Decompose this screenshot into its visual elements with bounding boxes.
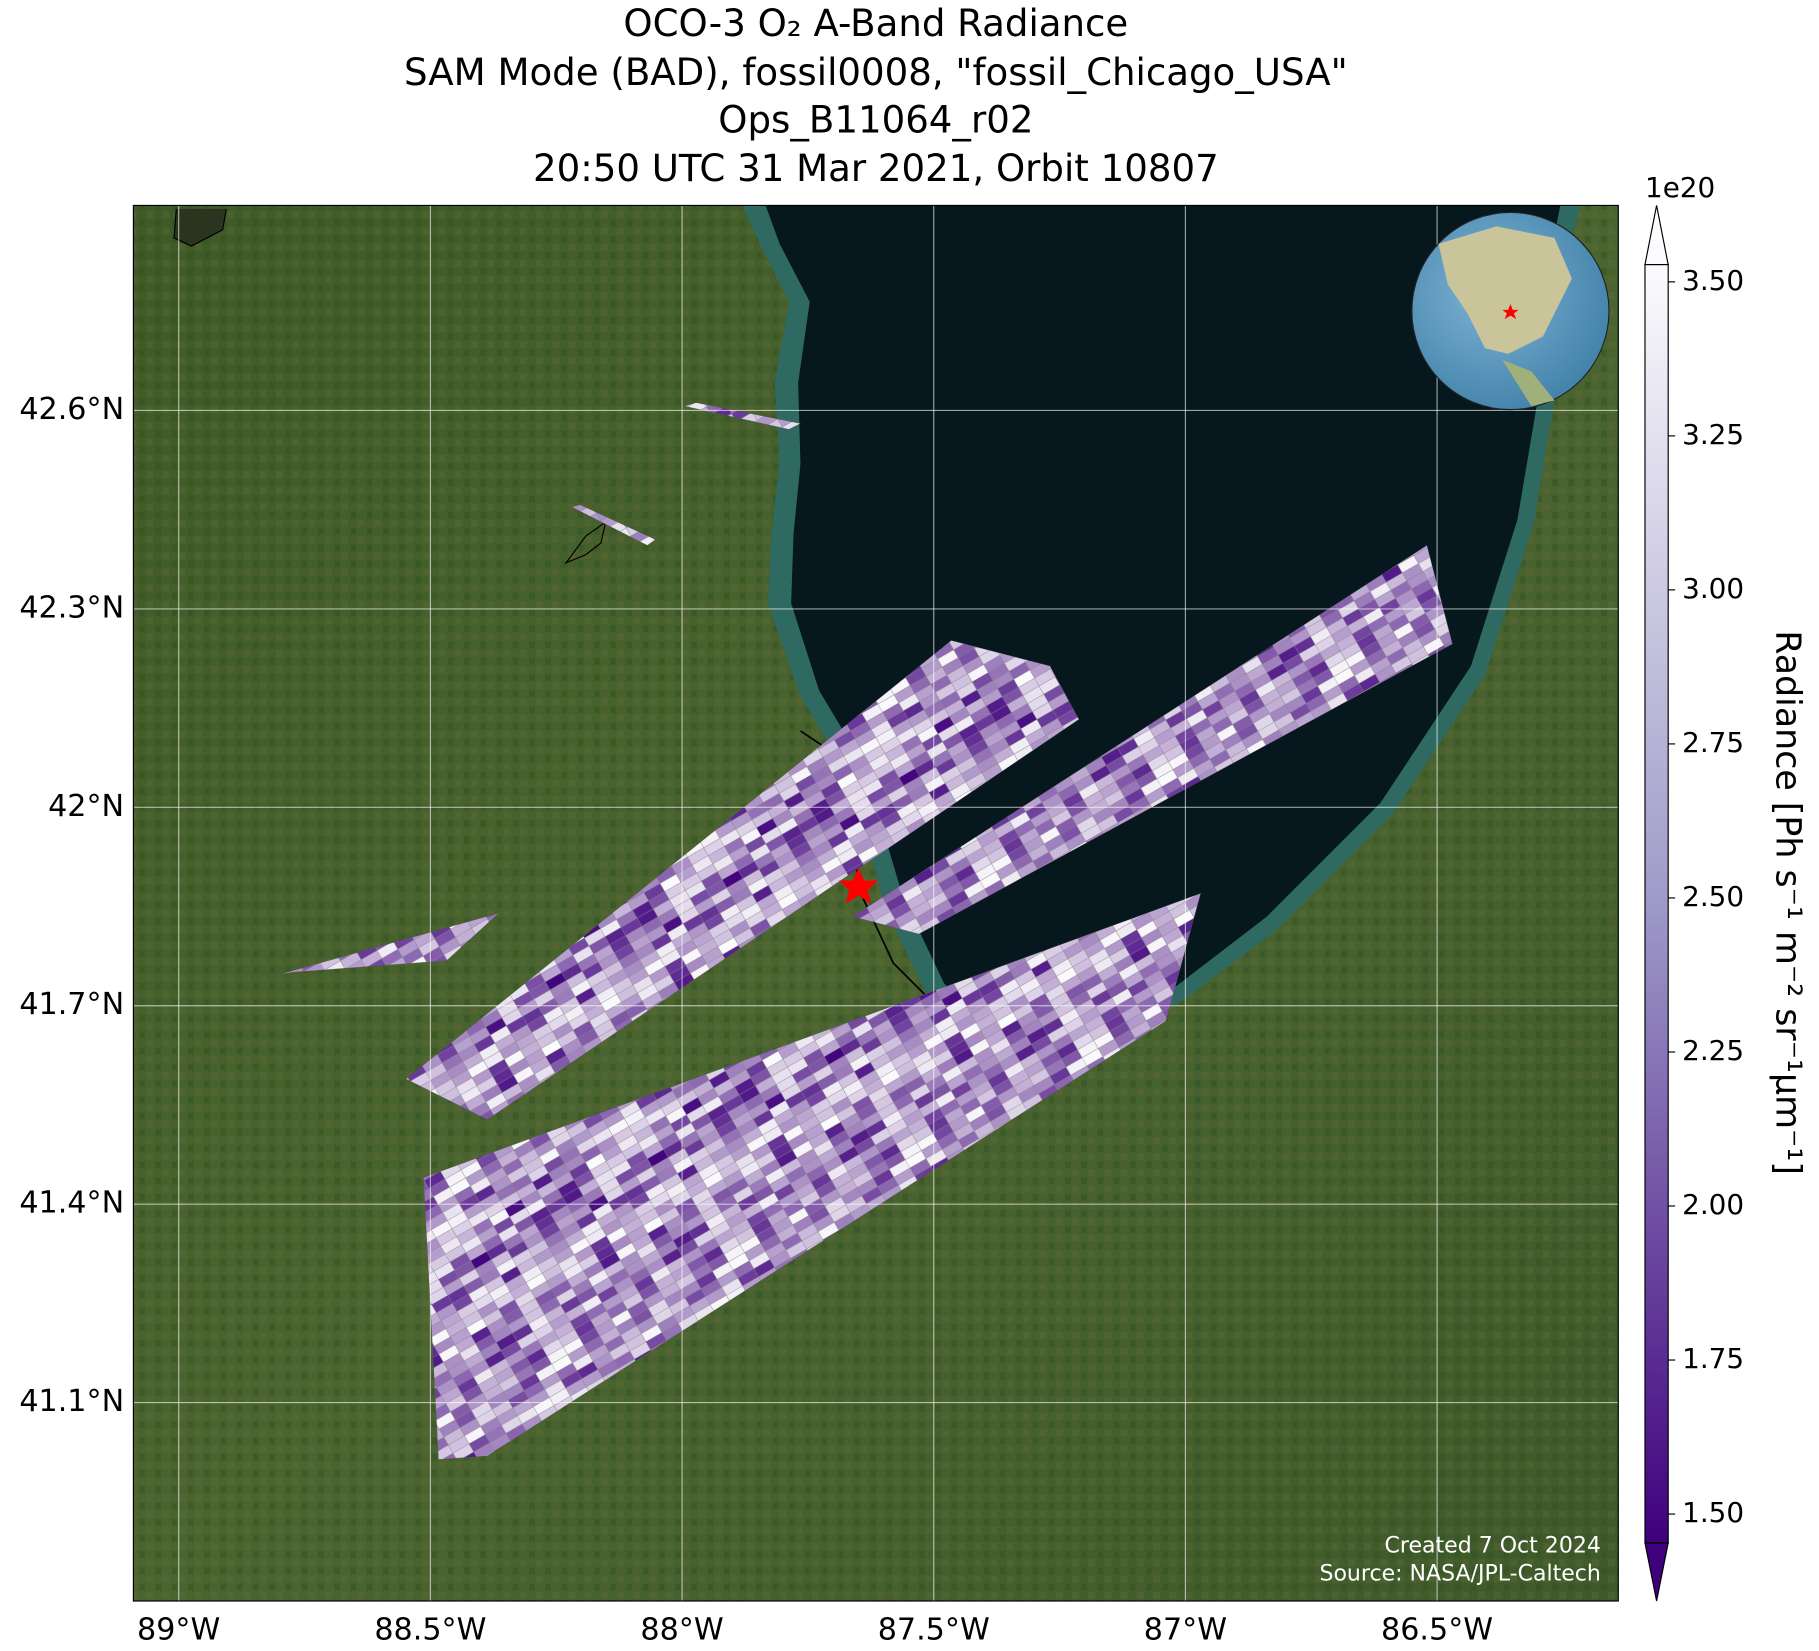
swath (571, 504, 656, 546)
colorbar-tick-label: 2.25 (1682, 1034, 1744, 1067)
x-tick-label: 88°W (640, 1613, 723, 1648)
y-tick-label: 42.6°N (19, 392, 124, 427)
globe-marker (1502, 304, 1519, 320)
colorbar-tick-label: 2.00 (1682, 1188, 1744, 1221)
colorbar-tick-label: 2.50 (1682, 880, 1744, 913)
continent (1502, 359, 1555, 407)
colorbar-extend-bottom (1644, 1542, 1669, 1602)
swaths (278, 402, 1453, 1460)
colorbar-extend-top (1644, 205, 1669, 266)
colorbar-ticks: 1.50 1.75 2.00 2.25 2.50 2.75 3.00 3.25 3.50 (1668, 264, 1744, 1529)
title-line: SAM Mode (BAD), fossil0008, "fossil_Chic… (404, 51, 1348, 94)
x-tick-label: 88.5°W (374, 1613, 486, 1648)
swath (852, 545, 1453, 935)
title: OCO-3 O₂ A-Band Radiance SAM Mode (BAD),… (404, 2, 1348, 190)
title-line: 20:50 UTC 31 Mar 2021, Orbit 10807 (533, 147, 1219, 190)
colorbar-label: Radiance [Ph s⁻¹ m⁻² sr⁻¹μm⁻¹] (1768, 630, 1808, 1175)
swath (405, 640, 1080, 1120)
title-line: Ops_B11064_r02 (718, 98, 1033, 141)
colorbar-tick-label: 1.75 (1682, 1342, 1744, 1375)
county-border (173, 208, 227, 247)
colorbar-tick-label: 2.75 (1682, 726, 1744, 759)
y-tick-label: 41.1°N (19, 1384, 124, 1419)
credit: Source: NASA/JPL-Caltech (1319, 1561, 1600, 1586)
map-area: Created 7 Oct 2024 Source: NASA/JPL-Calt… (133, 205, 1619, 1602)
colorbar-tick-label: 3.50 (1682, 264, 1744, 297)
y-tick-label: 41.7°N (19, 987, 124, 1022)
colorbar: 1e20 Radiance [Ph s⁻¹ m⁻² sr⁻¹μm⁻¹] 1.50… (1644, 171, 1808, 1602)
credit: Created 7 Oct 2024 (1385, 1533, 1601, 1558)
x-tick-label: 89°W (137, 1613, 220, 1648)
title-line: OCO-3 O₂ A-Band Radiance (623, 2, 1128, 45)
colorbar-tick-label: 3.00 (1682, 572, 1744, 605)
swath (278, 912, 499, 975)
x-tick-label: 87°W (1144, 1613, 1227, 1648)
swath (683, 402, 801, 430)
inset-globe (1411, 211, 1610, 411)
lake-michigan (765, 205, 1561, 1033)
x-tick-label: 87.5°W (878, 1613, 990, 1648)
colorbar-tick-label: 3.25 (1682, 418, 1744, 451)
y-tick-label: 42°N (48, 789, 124, 824)
gridlines (133, 205, 1619, 1602)
site-marker (838, 867, 879, 904)
colorbar-offset: 1e20 (1645, 171, 1715, 204)
y-tick-label: 42.3°N (19, 590, 124, 625)
county-border (564, 520, 607, 565)
swath (423, 893, 1201, 1460)
colorbar-tick-label: 1.50 (1682, 1496, 1744, 1529)
x-tick-label: 86.5°W (1381, 1613, 1493, 1648)
axis-ticks: 89°W 88.5°W 88°W 87.5°W 87°W 86.5°W 41.1°N 41.4… (19, 392, 1493, 1648)
map-frame (132, 204, 1619, 1602)
continent (1438, 226, 1572, 354)
colorbar-body (1644, 264, 1669, 1544)
y-tick-label: 41.4°N (19, 1186, 124, 1221)
